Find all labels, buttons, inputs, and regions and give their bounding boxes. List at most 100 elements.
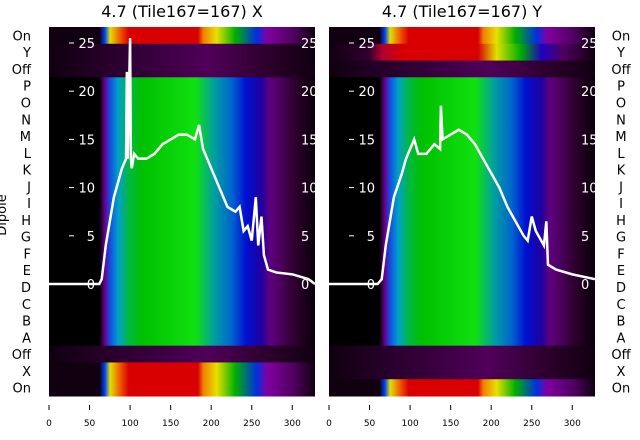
heatmap-row [329, 161, 595, 179]
heatmap-row [49, 161, 315, 179]
heatmap-row [329, 328, 595, 347]
row-label: K [617, 164, 626, 179]
panel-title: 4.7 (Tile167=167) X [101, 2, 263, 21]
heatmap-row [49, 261, 315, 280]
overlay-y-tick-label: 25 [78, 37, 95, 52]
overlay-line [329, 105, 595, 286]
panel-title: 4.7 (Tile167=167) Y [382, 2, 543, 21]
row-label: Off [12, 348, 32, 363]
overlay-y-tick-label: 15 [78, 133, 95, 148]
heatmap-row [49, 43, 315, 62]
row-label: N [21, 113, 31, 128]
row-label: E [23, 264, 31, 279]
row-label: C [22, 298, 31, 313]
x-tick-label: 300 [564, 419, 581, 429]
heatmap-row [49, 245, 315, 263]
heatmap-row [49, 379, 315, 397]
heatmap-row [49, 295, 315, 313]
row-label: I [619, 197, 623, 212]
x-tick-label: 100 [402, 419, 419, 429]
heatmap-row [329, 261, 595, 280]
row-label: Off [12, 63, 32, 78]
row-label: A [617, 331, 626, 346]
heatmap-row [49, 94, 315, 112]
row-label: Y [22, 46, 31, 61]
row-label: J [26, 180, 31, 195]
row-label: D [21, 281, 31, 296]
row-label: F [617, 247, 624, 262]
x-tick-label: 50 [84, 419, 96, 429]
heatmap-row [329, 345, 595, 363]
row-label: H [21, 214, 31, 229]
overlay-y-tick-label: 10 [78, 182, 95, 197]
heatmap-row [49, 194, 315, 212]
x-tick-label: 50 [364, 419, 376, 429]
heatmap-row [49, 211, 315, 229]
row-label: E [617, 264, 625, 279]
row-label: Y [616, 46, 625, 61]
row-label: I [27, 197, 31, 212]
y-axis-label: Dipole [0, 194, 10, 235]
x-tick-label: 200 [483, 419, 500, 429]
row-label: B [22, 315, 31, 330]
overlay-y-tick-label-right: 20 [301, 85, 318, 100]
overlay-y-tick-label: 20 [358, 85, 375, 100]
overlay-y-tick-label-right: 15 [301, 133, 318, 148]
overlay-y-tick-label-right: 10 [301, 182, 318, 197]
heatmap-row [329, 245, 595, 263]
row-label: Off [611, 348, 631, 363]
heatmap-row [329, 60, 595, 78]
heatmap-row [329, 27, 595, 45]
row-label: On [612, 29, 630, 44]
heatmap-row [329, 194, 595, 212]
heatmap-row [49, 77, 315, 95]
row-label: A [22, 331, 31, 346]
row-label: F [24, 247, 31, 262]
overlay-y-tick-label-right: 0 [301, 278, 309, 293]
heatmap-row [49, 362, 315, 380]
heatmap-row [49, 27, 315, 45]
heatmap-row [49, 144, 315, 162]
x-tick-label: 150 [442, 419, 459, 429]
row-label: M [20, 130, 31, 145]
overlay-y-tick-label-right: 5 [581, 230, 589, 245]
row-label: B [617, 315, 626, 330]
heatmap-row [329, 312, 595, 330]
row-label: On [13, 29, 31, 44]
overlay-y-tick-label: 0 [367, 278, 375, 293]
overlay-y-tick-label-right: 25 [301, 37, 318, 52]
row-label: G [21, 231, 31, 246]
heatmap-row [49, 127, 315, 145]
overlay-y-tick-label: 15 [358, 133, 375, 148]
row-label: X [22, 365, 31, 380]
heatmap-row [329, 43, 595, 62]
overlay-y-tick-label: 25 [358, 37, 375, 52]
row-label: On [612, 382, 630, 397]
x-tick-label: 250 [243, 419, 260, 429]
row-label: C [616, 298, 625, 313]
overlay-y-tick-label: 5 [87, 230, 95, 245]
x-tick-label: 300 [284, 419, 301, 429]
overlay-y-tick-label: 5 [367, 230, 375, 245]
overlay-line [49, 38, 315, 286]
heatmap-row [49, 328, 315, 347]
row-label: P [23, 80, 31, 95]
heatmap-row [329, 295, 595, 313]
heatmap-row [329, 278, 595, 296]
row-label: J [618, 180, 623, 195]
overlay-y-tick-label-right: 5 [301, 230, 309, 245]
heatmap-row [329, 94, 595, 112]
overlay-y-tick-label-right: 0 [581, 278, 589, 293]
heatmap-row [49, 345, 315, 363]
heatmap-row [329, 144, 595, 162]
row-label: D [616, 281, 626, 296]
x-tick-label: 250 [523, 419, 540, 429]
overlay-y-tick-label: 10 [358, 182, 375, 197]
overlay-y-tick-label-right: 20 [581, 85, 598, 100]
row-label: N [616, 113, 626, 128]
heatmap-row [329, 77, 595, 95]
heatmap-row [49, 110, 315, 129]
row-label: H [616, 214, 626, 229]
overlay-y-tick-label: 0 [87, 278, 95, 293]
